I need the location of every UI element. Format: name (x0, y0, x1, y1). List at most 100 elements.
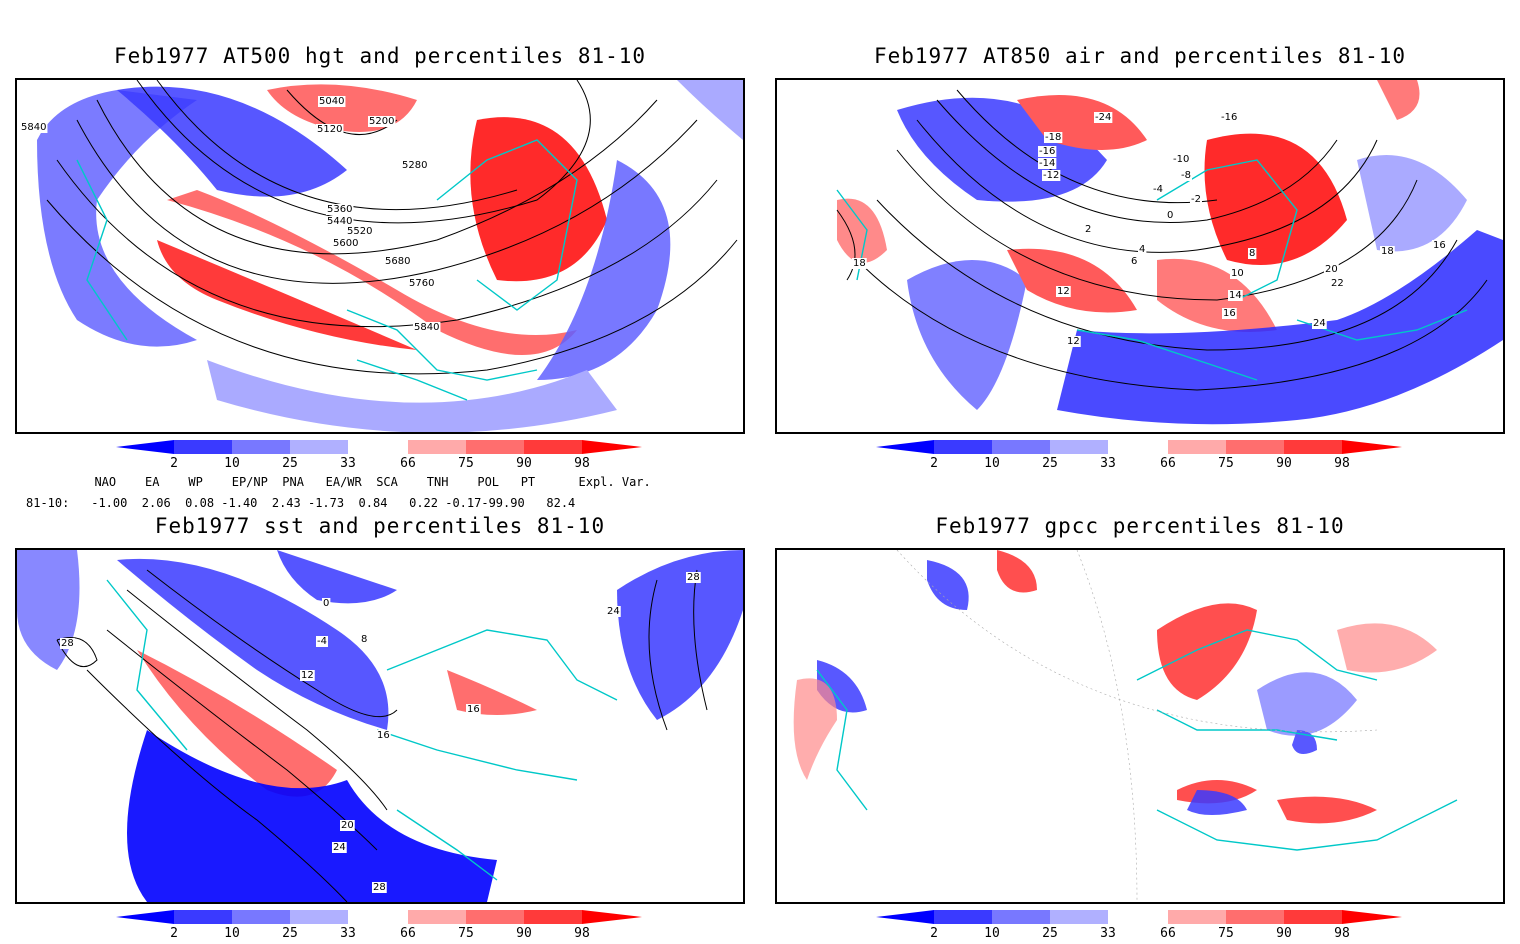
contour-label-bg (1228, 290, 1243, 301)
contour-label-bg (326, 204, 354, 215)
contour-label: 28 (61, 638, 74, 649)
contour-label-bg (1172, 154, 1191, 165)
contour-label-bg (466, 704, 481, 715)
colorbar-bottom-right: 2 10 25 33 66 75 90 98 (876, 910, 1416, 944)
map-panel-gpcc (775, 548, 1505, 904)
map-panel-sst: 28 0 -4 8 12 16 20 24 28 24 28 16 (15, 548, 745, 904)
contour-label-bg (1084, 224, 1093, 235)
contour-label: -2 (1191, 194, 1201, 205)
colorbar-label: 98 (574, 456, 590, 471)
contour-label-bg (606, 606, 621, 617)
colorbar-swatches (116, 910, 642, 924)
contour-label: 10 (1231, 268, 1244, 279)
contour-label: 12 (1057, 286, 1070, 297)
contour-label-bg (1248, 248, 1257, 259)
colorbar-label: 75 (458, 926, 474, 941)
colorbar-label: 98 (1334, 926, 1350, 941)
contour-label: -16 (1039, 146, 1055, 157)
colorbar-label: 33 (1100, 456, 1116, 471)
colorbar-label: 75 (458, 456, 474, 471)
panel-title-br: Feb1977 gpcc percentiles 81-10 (935, 514, 1345, 538)
contour-label-group: -18 -16 -14 -12 -24 -10 -8 -4 -2 0 2 4 6… (852, 112, 1447, 347)
map-hgt500: 5040 5120 5200 5280 5360 5440 5520 5600 … (17, 80, 743, 432)
contour-label: -14 (1039, 158, 1055, 169)
colorbar-top-left: 2 10 25 33 66 75 90 98 (116, 440, 656, 474)
panel-title-bl: Feb1977 sst and percentiles 81-10 (154, 514, 606, 538)
contour-label: 16 (377, 730, 390, 741)
colorbar-label: 98 (1334, 456, 1350, 471)
contour-label: 5280 (402, 160, 427, 171)
colorbar-label: 66 (1160, 456, 1176, 471)
colorbar-top-right: 2 10 25 33 66 75 90 98 (876, 440, 1416, 474)
colorbar-swatches (876, 910, 1402, 924)
contour-label: 4 (1139, 244, 1145, 255)
colorbar-label: 25 (282, 456, 298, 471)
contour-label: 5760 (409, 278, 434, 289)
contour-label-bg (376, 730, 391, 741)
contour-label-bg (368, 116, 396, 127)
contour-label-bg (384, 256, 412, 267)
contour-label-bg (1380, 246, 1395, 257)
contour-label-bg (1190, 194, 1202, 205)
contour-label: 14 (1229, 290, 1242, 301)
contour-label: 5200 (369, 116, 394, 127)
contour-label-bg (318, 96, 346, 107)
contour-label: -8 (1181, 170, 1191, 181)
colorbar-label: 2 (170, 456, 178, 471)
colorbar-label: 25 (1042, 456, 1058, 471)
contour-label-bg (316, 124, 344, 135)
colorbar-swatches (876, 440, 1402, 454)
contour-label-bg (300, 670, 315, 681)
colorbar-label: 75 (1218, 926, 1234, 941)
contour-label: 5840 (21, 122, 46, 133)
contour-label-bg (1222, 308, 1237, 319)
contour-label-bg (1094, 112, 1113, 123)
contour-label: 2 (1085, 224, 1091, 235)
contour-label: 18 (1381, 246, 1394, 257)
contour-label: -12 (1043, 170, 1059, 181)
contour-label: -24 (1095, 112, 1111, 123)
contour-label: 8 (1249, 248, 1255, 259)
contour-label-group: 5040 5120 5200 5280 5360 5440 5520 5600 … (20, 96, 441, 333)
contour-label-bg (1324, 264, 1339, 275)
contour-label: 8 (361, 634, 367, 645)
contour-label-bg (1044, 132, 1063, 143)
contour-label-bg (1038, 158, 1057, 169)
colorbar-label: 90 (516, 456, 532, 471)
colorbar-label: 10 (224, 456, 240, 471)
colorbar-label: 2 (170, 926, 178, 941)
contour-label: -4 (317, 636, 327, 647)
contour-label-bg (326, 216, 354, 227)
contour-label-bg (20, 122, 48, 133)
colorbar-label: 25 (282, 926, 298, 941)
colorbar-label: 90 (516, 926, 532, 941)
colorbar-label: 98 (574, 926, 590, 941)
map-sst: 28 0 -4 8 12 16 20 24 28 24 28 16 (17, 550, 743, 902)
contour-label-bg (1432, 240, 1447, 251)
map-panel-hgt500: 5040 5120 5200 5280 5360 5440 5520 5600 … (15, 78, 745, 434)
contour-label-bg (852, 258, 867, 269)
contour-label: 28 (687, 572, 700, 583)
map-air850: -18 -16 -14 -12 -24 -10 -8 -4 -2 0 2 4 6… (777, 80, 1503, 432)
contour-label-bg (60, 638, 75, 649)
contour-label: 12 (1067, 336, 1080, 347)
index-row-label: 81-10: (26, 496, 70, 510)
colorbar-label: 25 (1042, 926, 1058, 941)
colorbar-label: 10 (984, 456, 1000, 471)
contour-label-bg (1056, 286, 1071, 297)
contour-label-bg (316, 636, 328, 647)
contour-label-bg (686, 572, 701, 583)
map-panel-air850: -18 -16 -14 -12 -24 -10 -8 -4 -2 0 2 4 6… (775, 78, 1505, 434)
contour-label-bg (1166, 210, 1175, 221)
contour-label: 5120 (317, 124, 342, 135)
contour-label-bg (340, 820, 355, 831)
contour-label-bg (1312, 318, 1327, 329)
colorbar-label: 66 (400, 926, 416, 941)
colorbar-label: 90 (1276, 456, 1292, 471)
contour-label: 6 (1131, 256, 1137, 267)
contour-label: 5680 (385, 256, 410, 267)
colorbar-label: 2 (930, 456, 938, 471)
contour-label-bg (1130, 256, 1139, 267)
colorbar-label: 10 (224, 926, 240, 941)
contour-label: 24 (1313, 318, 1326, 329)
